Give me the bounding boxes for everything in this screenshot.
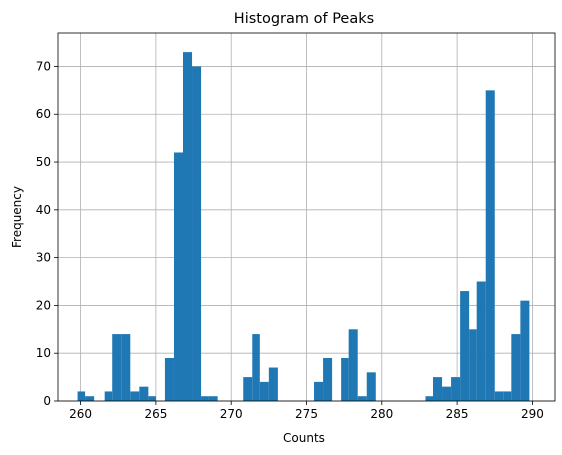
histogram-bar xyxy=(442,386,452,401)
x-axis-label: Counts xyxy=(283,431,325,445)
histogram-bar xyxy=(451,377,461,401)
histogram-bar xyxy=(121,334,131,401)
histogram-bar xyxy=(460,291,470,401)
bars xyxy=(77,52,530,402)
histogram-bar xyxy=(341,357,349,401)
histogram-bar xyxy=(366,372,376,401)
y-tick-label: 40 xyxy=(36,203,51,217)
y-tick-label: 20 xyxy=(36,298,51,312)
histogram-bar xyxy=(192,66,202,402)
histogram-bar xyxy=(112,334,122,401)
histogram-bar xyxy=(130,391,140,401)
x-tick-label: 285 xyxy=(446,407,469,421)
y-tick-label: 60 xyxy=(36,107,51,121)
histogram-bar xyxy=(433,377,443,401)
y-axis-label: Frequency xyxy=(10,186,24,248)
y-tick-label: 70 xyxy=(36,59,51,73)
y-tick-label: 30 xyxy=(36,251,51,265)
histogram-bar xyxy=(520,300,530,401)
y-tick-label: 10 xyxy=(36,346,51,360)
y-tick-label: 0 xyxy=(43,394,51,408)
x-tick-label: 265 xyxy=(144,407,167,421)
chart-title: Histogram of Peaks xyxy=(234,11,374,27)
histogram-bar xyxy=(85,396,95,401)
histogram-bar xyxy=(323,357,333,401)
histogram-bar xyxy=(259,381,269,401)
y-tick-label: 50 xyxy=(36,155,51,169)
histogram-bar xyxy=(476,281,486,401)
grid xyxy=(58,33,555,402)
histogram-bar xyxy=(348,329,358,401)
ticks: 260 265 270 275 280 285 290 0 10 20 30 40 50 60 70 xyxy=(36,59,544,421)
histogram-bar xyxy=(511,334,521,401)
histogram-bar xyxy=(314,381,324,401)
x-tick-label: 275 xyxy=(295,407,318,421)
histogram-bar xyxy=(252,334,260,401)
histogram-bar xyxy=(268,367,278,401)
x-tick-label: 290 xyxy=(521,407,544,421)
histogram-bar xyxy=(201,396,209,401)
histogram-bar xyxy=(208,396,218,401)
histogram-bar xyxy=(469,329,477,401)
x-tick-label: 260 xyxy=(69,407,92,421)
histogram-bar xyxy=(139,386,149,401)
x-tick-label: 270 xyxy=(220,407,243,421)
histogram-bar xyxy=(243,377,253,401)
histogram-bar xyxy=(148,396,156,401)
histogram-bar xyxy=(164,357,174,401)
x-tick-label: 280 xyxy=(370,407,393,421)
histogram-bar xyxy=(357,396,367,401)
histogram-bar xyxy=(425,396,434,401)
histogram-bar xyxy=(173,152,184,401)
histogram-bar xyxy=(183,52,193,401)
histogram-bar xyxy=(494,391,504,401)
histogram-bar xyxy=(503,391,512,401)
histogram-bar xyxy=(77,391,86,401)
histogram-bar xyxy=(485,90,495,401)
histogram-bar xyxy=(104,391,113,401)
plot-frame xyxy=(57,32,556,402)
